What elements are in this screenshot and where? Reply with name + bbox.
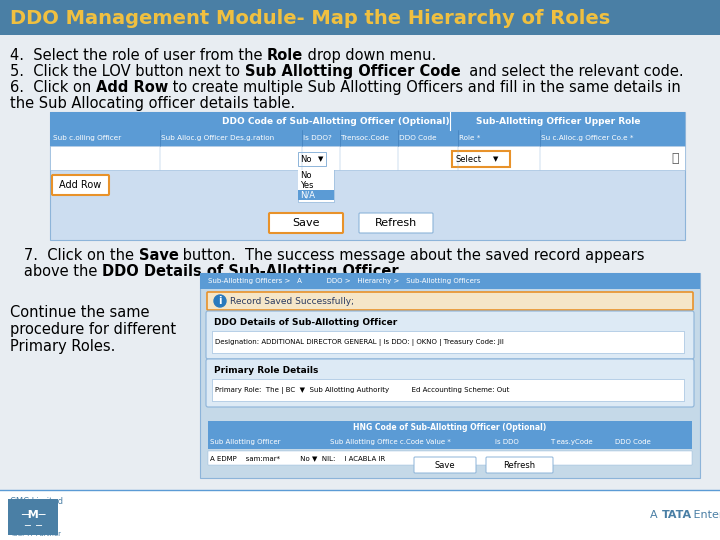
FancyBboxPatch shape <box>452 151 510 167</box>
Text: ─  ─: ─ ─ <box>24 521 42 531</box>
FancyBboxPatch shape <box>0 0 720 35</box>
FancyBboxPatch shape <box>206 359 694 407</box>
Text: procedure for different: procedure for different <box>10 322 176 337</box>
Text: 7.  Click on the: 7. Click on the <box>10 248 139 263</box>
Text: i: i <box>218 296 222 306</box>
FancyBboxPatch shape <box>50 112 685 130</box>
Text: Su c.Alloc.g Officer Co.e *: Su c.Alloc.g Officer Co.e * <box>541 135 634 141</box>
Text: Sub Alloc.g Officer Des.g.ration: Sub Alloc.g Officer Des.g.ration <box>161 135 274 141</box>
Text: Save: Save <box>435 461 455 469</box>
Text: Yes: Yes <box>300 180 313 190</box>
Text: button.  The success message about the saved record appears: button. The success message about the sa… <box>179 248 645 263</box>
FancyBboxPatch shape <box>208 421 692 435</box>
Text: to create multiple Sub Allotting Officers and fill in the same details in: to create multiple Sub Allotting Officer… <box>168 80 681 95</box>
Text: Select: Select <box>456 154 482 164</box>
Text: Sub-Allotting Officers >   A           DDO >   Hierarchy >   Sub-Allotting Offic: Sub-Allotting Officers > A DDO > Hierarc… <box>208 278 480 284</box>
Text: TATA: TATA <box>662 510 692 520</box>
FancyBboxPatch shape <box>52 175 109 195</box>
Text: drop down menu.: drop down menu. <box>303 48 436 63</box>
Text: ▼: ▼ <box>493 156 498 162</box>
Text: Sub c.olling Officer: Sub c.olling Officer <box>53 135 121 141</box>
Text: Role: Role <box>267 48 303 63</box>
FancyBboxPatch shape <box>0 35 720 490</box>
Text: Primary Roles.: Primary Roles. <box>10 339 115 354</box>
Text: Primary Role:  The | BC  ▼  Sub Allotting Authority          Ed Accounting Schem: Primary Role: The | BC ▼ Sub Allotting A… <box>215 387 509 394</box>
FancyBboxPatch shape <box>212 379 684 401</box>
FancyBboxPatch shape <box>212 331 684 353</box>
Text: HNG Code of Sub-Allotting Officer (Optional): HNG Code of Sub-Allotting Officer (Optio… <box>354 423 546 433</box>
Circle shape <box>214 295 226 307</box>
Text: Is DDO?: Is DDO? <box>303 135 332 141</box>
Text: No: No <box>300 171 312 179</box>
FancyBboxPatch shape <box>414 457 476 473</box>
FancyBboxPatch shape <box>208 451 692 465</box>
Text: DDO Details of Sub-Allotting Officer.: DDO Details of Sub-Allotting Officer. <box>102 264 402 279</box>
Text: and select the relevant code.: and select the relevant code. <box>460 64 684 79</box>
Text: above the: above the <box>10 264 102 279</box>
Text: Add Row: Add Row <box>59 180 101 190</box>
Text: ─M─: ─M─ <box>21 510 45 520</box>
Text: 5.  Click the LOV button next to: 5. Click the LOV button next to <box>10 64 245 79</box>
Text: Add Row: Add Row <box>96 80 168 95</box>
FancyBboxPatch shape <box>200 273 700 478</box>
FancyBboxPatch shape <box>207 292 693 310</box>
FancyBboxPatch shape <box>50 146 685 170</box>
Text: DDO Code: DDO Code <box>399 135 436 141</box>
Text: DDO Code of Sub-Allotting Officer (Optional): DDO Code of Sub-Allotting Officer (Optio… <box>222 117 449 125</box>
Text: A EDMP    sam:mar*         No ▼  NIL:    I ACABLA IR: A EDMP sam:mar* No ▼ NIL: I ACABLA IR <box>210 455 385 461</box>
Text: Primary Role Details: Primary Role Details <box>214 366 318 375</box>
Text: Continue the same: Continue the same <box>10 305 150 320</box>
FancyBboxPatch shape <box>298 170 334 202</box>
Text: T eas.yCode: T eas.yCode <box>550 439 593 445</box>
FancyBboxPatch shape <box>206 311 694 359</box>
Text: DDO Code: DDO Code <box>615 439 651 445</box>
FancyBboxPatch shape <box>298 180 334 190</box>
FancyBboxPatch shape <box>298 190 334 200</box>
Text: DDO Management Module- Map the Hierarchy of Roles: DDO Management Module- Map the Hierarchy… <box>10 9 611 28</box>
FancyBboxPatch shape <box>8 499 58 535</box>
FancyBboxPatch shape <box>269 213 343 233</box>
Text: No: No <box>300 154 312 164</box>
FancyBboxPatch shape <box>359 213 433 233</box>
Text: Record Saved Successfully;: Record Saved Successfully; <box>230 296 354 306</box>
Text: the Sub Allocating officer details table.: the Sub Allocating officer details table… <box>10 96 295 111</box>
Text: Enterprise: Enterprise <box>690 510 720 520</box>
Text: Is DDO: Is DDO <box>495 439 518 445</box>
Text: ▼: ▼ <box>318 156 323 162</box>
Text: Save: Save <box>292 218 320 228</box>
FancyBboxPatch shape <box>0 490 720 540</box>
FancyBboxPatch shape <box>200 273 700 289</box>
Text: Save: Save <box>139 248 179 263</box>
Text: Sub Allotting Officer: Sub Allotting Officer <box>210 439 281 445</box>
Text: Sub Allotting Officer Code: Sub Allotting Officer Code <box>245 64 460 79</box>
FancyBboxPatch shape <box>50 112 685 240</box>
Text: CMC Limited: CMC Limited <box>10 497 63 506</box>
Text: Refresh: Refresh <box>503 461 535 469</box>
FancyBboxPatch shape <box>486 457 553 473</box>
Text: N/A: N/A <box>300 191 315 199</box>
Text: Trensoc.Code: Trensoc.Code <box>341 135 389 141</box>
Text: ⌕: ⌕ <box>671 152 678 165</box>
FancyBboxPatch shape <box>50 130 685 146</box>
Text: Sub Allotting Office c.Code Value *: Sub Allotting Office c.Code Value * <box>330 439 451 445</box>
Text: Sub-Allotting Officer Upper Role: Sub-Allotting Officer Upper Role <box>476 117 640 125</box>
Text: 4.  Select the role of user from the: 4. Select the role of user from the <box>10 48 267 63</box>
FancyBboxPatch shape <box>208 435 692 449</box>
Text: 6.  Click on: 6. Click on <box>10 80 96 95</box>
Text: Refresh: Refresh <box>375 218 417 228</box>
Text: Designation: ADDITIONAL DIRECTOR GENERAL | Is DDO: | OKNO | Treasury Code: Jil: Designation: ADDITIONAL DIRECTOR GENERAL… <box>215 339 504 346</box>
Text: A: A <box>650 510 661 520</box>
FancyBboxPatch shape <box>298 152 326 166</box>
Text: Your IT Partner: Your IT Partner <box>10 531 61 537</box>
Text: DDO Details of Sub-Allotting Officer: DDO Details of Sub-Allotting Officer <box>214 318 397 327</box>
FancyBboxPatch shape <box>298 170 334 180</box>
Text: Role *: Role * <box>459 135 480 141</box>
